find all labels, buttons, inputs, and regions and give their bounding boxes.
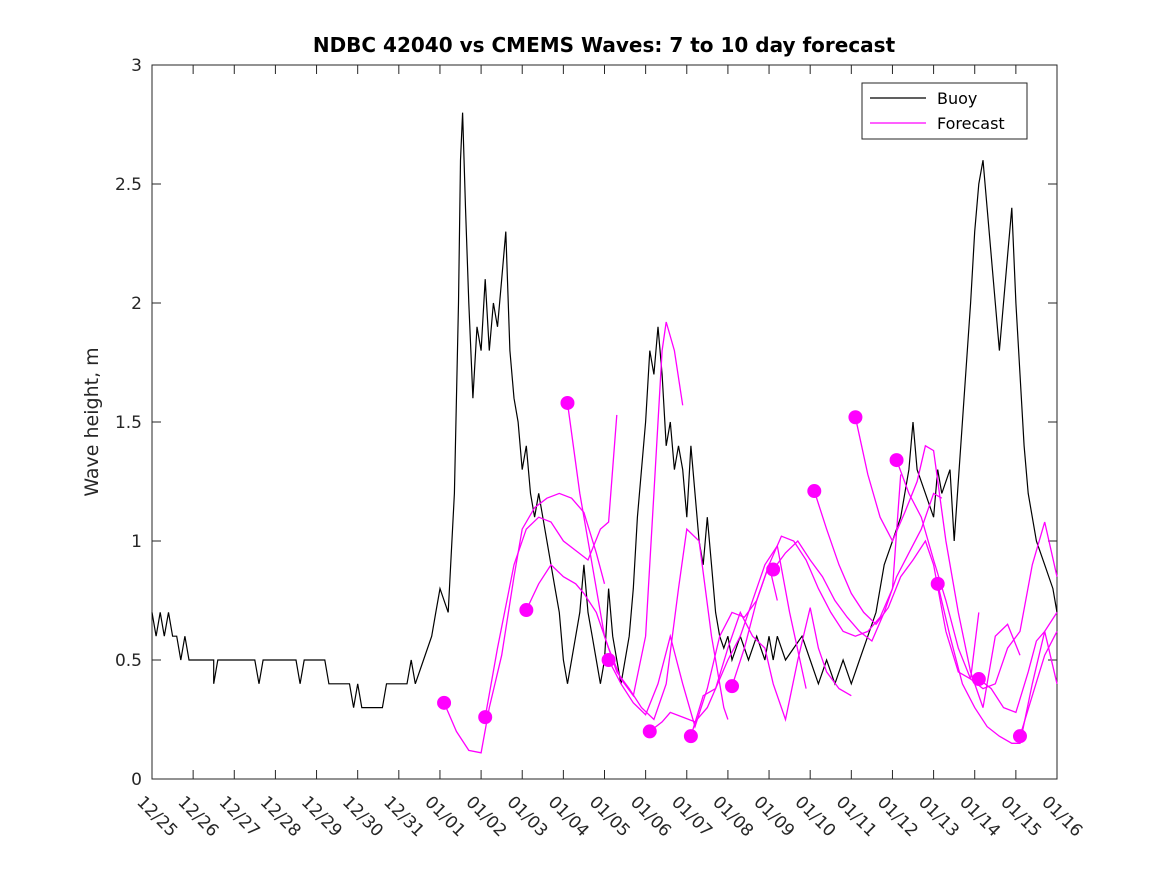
buoy-series-line [151,112,1058,709]
forecast-series-line [1019,631,1058,737]
forecast-marker [683,729,698,744]
chart-title: NDBC 42040 vs CMEMS Waves: 7 to 10 day f… [313,33,896,57]
forecast-series-line [484,414,618,718]
legend: Buoy Forecast [861,82,1028,140]
y-tick-label: 2.5 [115,175,142,195]
legend-label: Buoy [937,89,977,108]
y-tick-label: 2 [131,294,142,314]
forecast-series-line [813,490,980,681]
forecast-series-line [566,402,729,721]
y-tick-label: 1.5 [115,413,142,433]
legend-label: Forecast [937,114,1005,133]
forecast-marker [971,672,986,687]
forecast-marker [807,484,822,499]
forecast-series-line [978,612,1058,714]
forecast-marker [642,724,657,739]
forecast-marker [848,410,863,425]
y-tick-label: 0 [131,770,142,790]
forecast-marker [889,453,904,468]
axes-box [151,64,1058,780]
forecast-series-line [443,492,606,754]
plot-area: 00.511.522.5312/2512/2612/2712/2812/2912… [115,56,1086,841]
forecast-marker [725,679,740,694]
forecast-marker [560,395,575,410]
forecast-marker [478,710,493,725]
y-tick-label: 0.5 [115,651,142,671]
forecast-series-line [690,607,852,737]
forecast-marker [519,603,534,618]
forecast-marker [1012,729,1027,744]
forecast-series-line [731,474,902,687]
y-axis-label: Wave height, m [81,347,103,496]
forecast-series-line [937,583,1058,744]
forecast-marker [930,576,945,591]
forecast-series-line [854,417,1021,708]
y-tick-label: 3 [131,56,142,76]
forecast-series-line [608,562,778,729]
forecast-marker [766,562,781,577]
forecast-series-line [772,492,943,643]
y-tick-label: 1 [131,532,142,552]
forecast-marker [437,695,452,710]
legend-box [861,82,1028,140]
forecast-marker [601,653,616,667]
forecast-series-line [525,321,684,698]
